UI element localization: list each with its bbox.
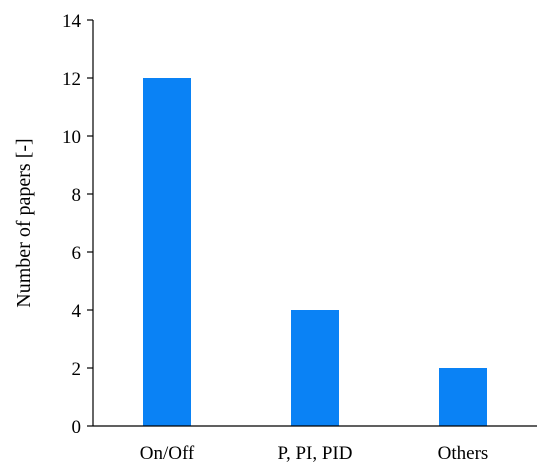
x-ticks-layer: On/Off P, PI, PID Others [140,443,489,464]
bars-layer [143,78,487,426]
y-tick-label: 14 [62,11,82,32]
bar [143,78,191,426]
x-tick-label: On/Off [140,443,195,464]
y-tick-label: 2 [72,359,82,380]
x-tick-label: P, PI, PID [278,443,353,464]
axes-layer [92,20,537,427]
y-tick-label: 8 [72,185,82,206]
y-tick-label: 0 [72,417,82,438]
y-tick-label: 10 [62,127,81,148]
y-axis-title: Number of papers [-] [13,138,35,307]
y-tick-label: 4 [72,301,82,322]
x-tick-label: Others [438,443,489,464]
bar [291,310,339,426]
bar [439,368,487,426]
y-tick-label: 6 [72,243,82,264]
y-tick-label: 12 [62,69,81,90]
y-ticks-layer: 0 2 4 6 8 10 12 14 [62,11,93,438]
